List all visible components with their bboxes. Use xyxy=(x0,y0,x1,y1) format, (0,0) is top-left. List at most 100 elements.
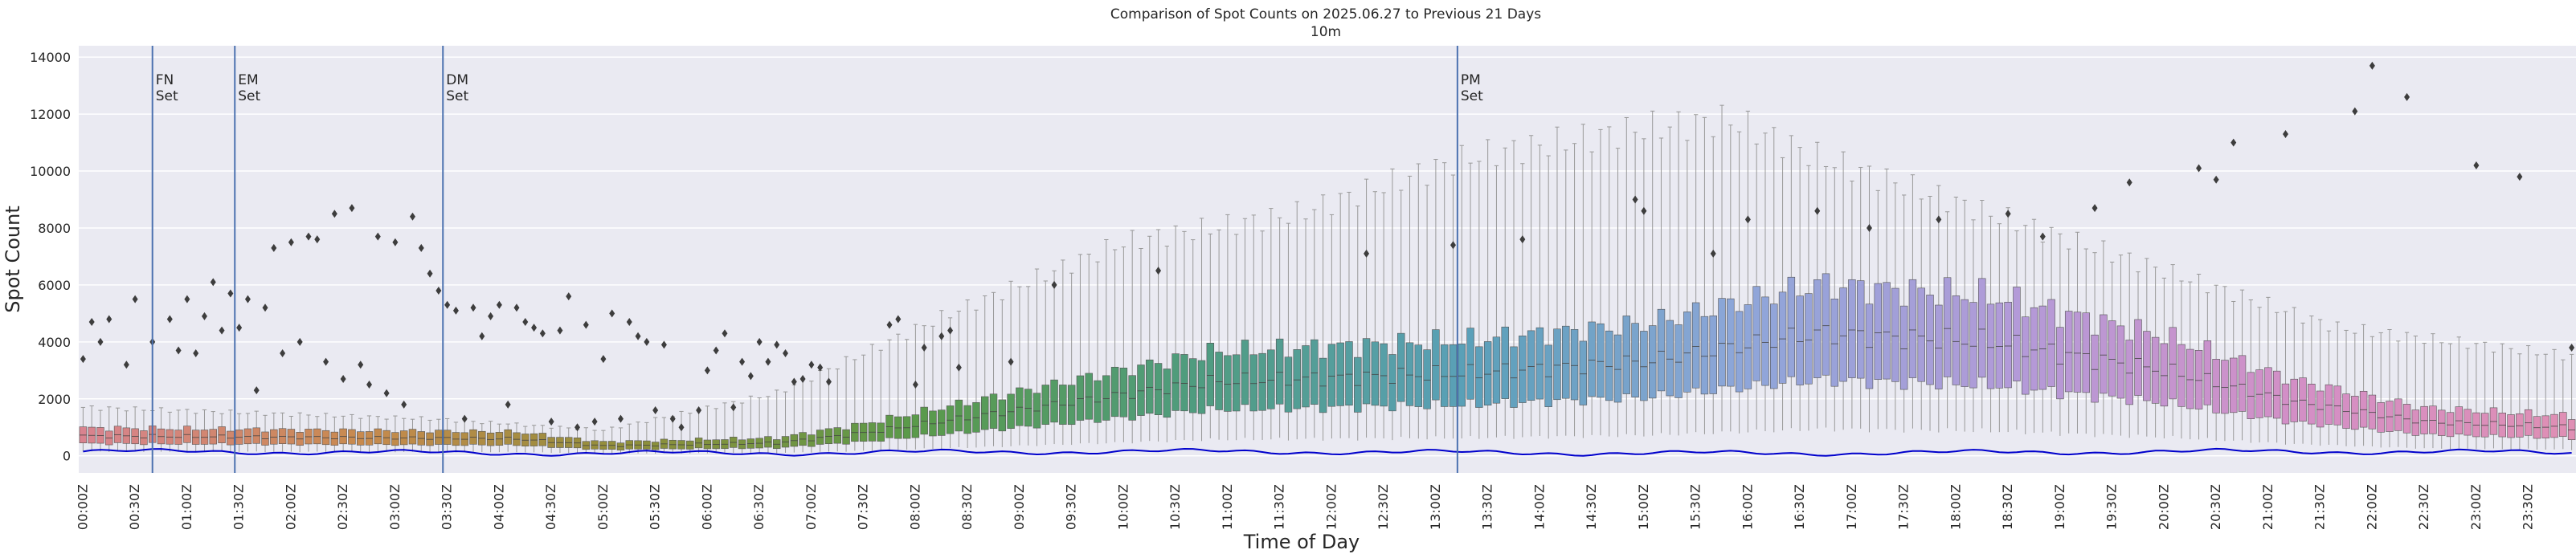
event-label-name: DM xyxy=(446,72,468,88)
outlier-point xyxy=(184,295,190,303)
outlier-point xyxy=(513,303,520,312)
box xyxy=(1926,295,1934,385)
box xyxy=(1891,287,1899,382)
outlier-point xyxy=(774,340,780,349)
outlier-point xyxy=(427,269,433,278)
outlier-point xyxy=(635,332,641,340)
box xyxy=(1519,336,1527,403)
outlier-point xyxy=(123,360,129,369)
box xyxy=(1657,308,1666,392)
box xyxy=(1102,375,1110,421)
outlier-point xyxy=(531,324,538,332)
outlier-point xyxy=(548,417,554,426)
x-tick-label: 16:30Z xyxy=(1792,484,1807,530)
outlier-point xyxy=(1866,223,1872,232)
outlier-point xyxy=(678,423,685,432)
box xyxy=(1535,327,1544,400)
outlier-point xyxy=(392,238,399,246)
outlier-point xyxy=(652,405,659,414)
outlier-point xyxy=(296,337,303,346)
outlier-point xyxy=(626,318,632,327)
box xyxy=(989,393,998,429)
box xyxy=(1709,316,1717,394)
box xyxy=(1796,295,1804,385)
box xyxy=(2411,409,2420,436)
x-tick-label: 07:30Z xyxy=(856,484,871,530)
y-tick-label: 14000 xyxy=(30,50,71,65)
outlier-point xyxy=(2404,92,2410,101)
box xyxy=(2151,336,2160,404)
outlier-point xyxy=(88,318,95,327)
box xyxy=(1813,279,1822,378)
x-tick-label: 21:00Z xyxy=(2260,484,2275,530)
outlier-point xyxy=(496,300,502,309)
x-tick-label: 03:30Z xyxy=(440,484,455,530)
outlier-point xyxy=(1641,206,1647,215)
x-tick-label: 23:30Z xyxy=(2521,484,2536,530)
outlier-point xyxy=(1008,357,1014,366)
box xyxy=(2368,394,2377,430)
box xyxy=(2169,327,2177,400)
y-tick-label: 4000 xyxy=(38,335,71,350)
outlier-point xyxy=(331,210,337,218)
outlier-point xyxy=(505,400,511,409)
box xyxy=(1666,320,1674,397)
box xyxy=(1640,331,1648,401)
box xyxy=(1249,354,1257,412)
current-day-series xyxy=(83,447,2572,457)
x-tick-label: 15:30Z xyxy=(1688,484,1703,530)
box xyxy=(2325,384,2333,425)
x-tick-label: 07:00Z xyxy=(803,484,819,530)
box xyxy=(1865,303,1874,389)
outlier-point xyxy=(722,329,728,338)
outlier-point xyxy=(383,389,390,397)
x-tick-label: 12:00Z xyxy=(1323,484,1339,530)
box xyxy=(2255,369,2263,418)
event-label-set: Set xyxy=(156,88,178,104)
outlier-point xyxy=(435,287,442,295)
box xyxy=(1986,303,1995,389)
box xyxy=(2160,343,2169,407)
outlier-point xyxy=(488,312,494,320)
outlier-point xyxy=(817,363,824,372)
box xyxy=(2377,402,2385,433)
box xyxy=(1336,342,1344,406)
outlier-point xyxy=(557,326,563,335)
outlier-point xyxy=(747,372,754,381)
box xyxy=(1189,358,1197,413)
chart-title: Comparison of Spot Counts on 2025.06.27 … xyxy=(1110,6,1541,22)
x-tick-label: 19:30Z xyxy=(2104,484,2120,530)
box xyxy=(2082,312,2090,393)
box xyxy=(2489,407,2498,435)
outlier-point xyxy=(583,320,589,329)
x-tick-label: 18:30Z xyxy=(2000,484,2015,530)
outlier-point xyxy=(799,374,806,383)
box xyxy=(1475,346,1483,408)
outlier-point xyxy=(644,337,650,346)
outlier-point xyxy=(955,363,962,372)
box xyxy=(1527,330,1535,401)
outlier-point xyxy=(895,315,902,324)
box xyxy=(2420,405,2428,434)
box xyxy=(1380,343,1388,407)
outlier-point xyxy=(401,400,407,409)
y-tick-label: 0 xyxy=(63,449,71,464)
outlier-point xyxy=(461,414,468,423)
outlier-point xyxy=(2126,178,2132,187)
outlier-point xyxy=(2473,161,2480,169)
x-tick-label: 00:30Z xyxy=(127,484,142,530)
box xyxy=(1952,295,1961,385)
box xyxy=(1770,303,1778,389)
box xyxy=(1917,287,1925,382)
outlier-point xyxy=(600,355,607,364)
box xyxy=(1943,277,1952,377)
outlier-point xyxy=(97,337,104,346)
box xyxy=(1310,339,1319,405)
box xyxy=(920,406,928,435)
box xyxy=(1076,375,1085,421)
outlier-point xyxy=(253,386,260,395)
outlier-point xyxy=(2517,173,2523,181)
box xyxy=(1727,298,1735,387)
x-tick-label: 22:00Z xyxy=(2364,484,2379,530)
x-tick-label: 00:00Z xyxy=(75,484,90,530)
